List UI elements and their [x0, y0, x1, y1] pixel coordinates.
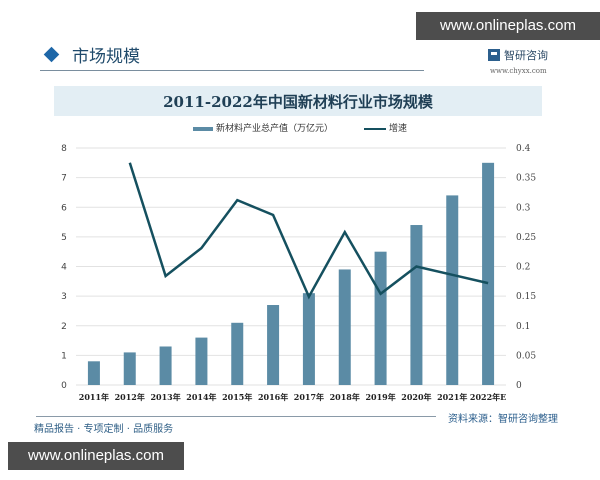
watermark-bottom: www.onlineplas.com [8, 442, 184, 470]
line-swatch-icon [363, 127, 386, 130]
bar [482, 162, 495, 385]
x-tick: 2016年 [258, 392, 288, 402]
x-tick: 2012年 [115, 392, 145, 402]
y-tick-left: 3 [61, 292, 67, 302]
y-tick-right: 0.3 [516, 203, 531, 213]
bar [302, 293, 315, 385]
x-tick: 2017年 [294, 392, 324, 402]
footer-slogan: 精品报告 · 专项定制 · 品质服务 [34, 424, 174, 435]
y-tick-right: 0.4 [516, 144, 531, 154]
bar [159, 346, 172, 385]
y-tick-left: 5 [61, 233, 67, 243]
section-title: 市场规模 [72, 47, 140, 67]
y-tick-right: 0.15 [516, 292, 536, 302]
x-tick: 2011年 [79, 392, 109, 402]
x-tick: 2015年 [222, 392, 252, 402]
bar [338, 269, 351, 385]
x-tick: 2014年 [186, 392, 216, 402]
y-tick-left: 0 [61, 381, 67, 391]
header-divider [40, 70, 424, 71]
chart-legend: 新材料产业总产值（万亿元） 增速 [0, 121, 600, 134]
footer-divider [36, 416, 436, 417]
bar [231, 322, 244, 385]
watermark-top: www.onlineplas.com [416, 12, 600, 40]
y-tick-left: 4 [61, 263, 67, 273]
bar [267, 305, 280, 385]
y-tick-left: 8 [61, 144, 67, 154]
x-tick: 2018年 [330, 392, 360, 402]
y-tick-right: 0.35 [516, 174, 536, 184]
source-note: 资料来源：智研咨询整理 [448, 414, 558, 425]
bar [87, 361, 100, 385]
y-tick-left: 7 [61, 174, 67, 184]
brand-name: 智研咨询 [504, 48, 548, 62]
bar [374, 251, 387, 385]
y-tick-left: 1 [61, 351, 67, 361]
y-tick-left: 2 [61, 322, 67, 332]
y-tick-right: 0.05 [516, 351, 536, 361]
brand-block: 智研咨询 www.chyxx.com [488, 44, 588, 75]
legend-item-bar: 新材料产业总产值（万亿元） [193, 121, 333, 134]
bar [123, 352, 136, 385]
y-tick-right: 0.1 [516, 322, 530, 332]
growth-line [128, 162, 489, 300]
y-tick-right: 0.2 [516, 263, 530, 273]
x-tick: 2021年 [437, 392, 467, 402]
y-tick-right: 0.25 [516, 233, 536, 243]
x-tick: 2020年 [401, 392, 431, 402]
bar [195, 337, 208, 385]
x-tick: 2022年E [470, 392, 506, 402]
chart-title: 2011-2022年中国新材料行业市场规模 [163, 93, 433, 111]
x-tick: 2013年 [150, 392, 180, 402]
section-header: 市场规模 [34, 40, 424, 70]
y-tick-left: 6 [61, 203, 67, 213]
bar-swatch-icon [193, 126, 214, 131]
legend-line-label: 增速 [388, 124, 407, 134]
legend-bar-label: 新材料产业总产值（万亿元） [216, 124, 334, 134]
legend-item-line: 增速 [363, 121, 407, 134]
bar [410, 225, 423, 385]
brand-logo-icon [488, 48, 500, 61]
chart-title-band: 2011-2022年中国新材料行业市场规模 [54, 86, 542, 116]
brand-url: www.chyxx.com [490, 67, 547, 75]
x-tick: 2019年 [365, 392, 395, 402]
y-tick-right: 0 [516, 381, 522, 391]
bar [446, 195, 459, 385]
